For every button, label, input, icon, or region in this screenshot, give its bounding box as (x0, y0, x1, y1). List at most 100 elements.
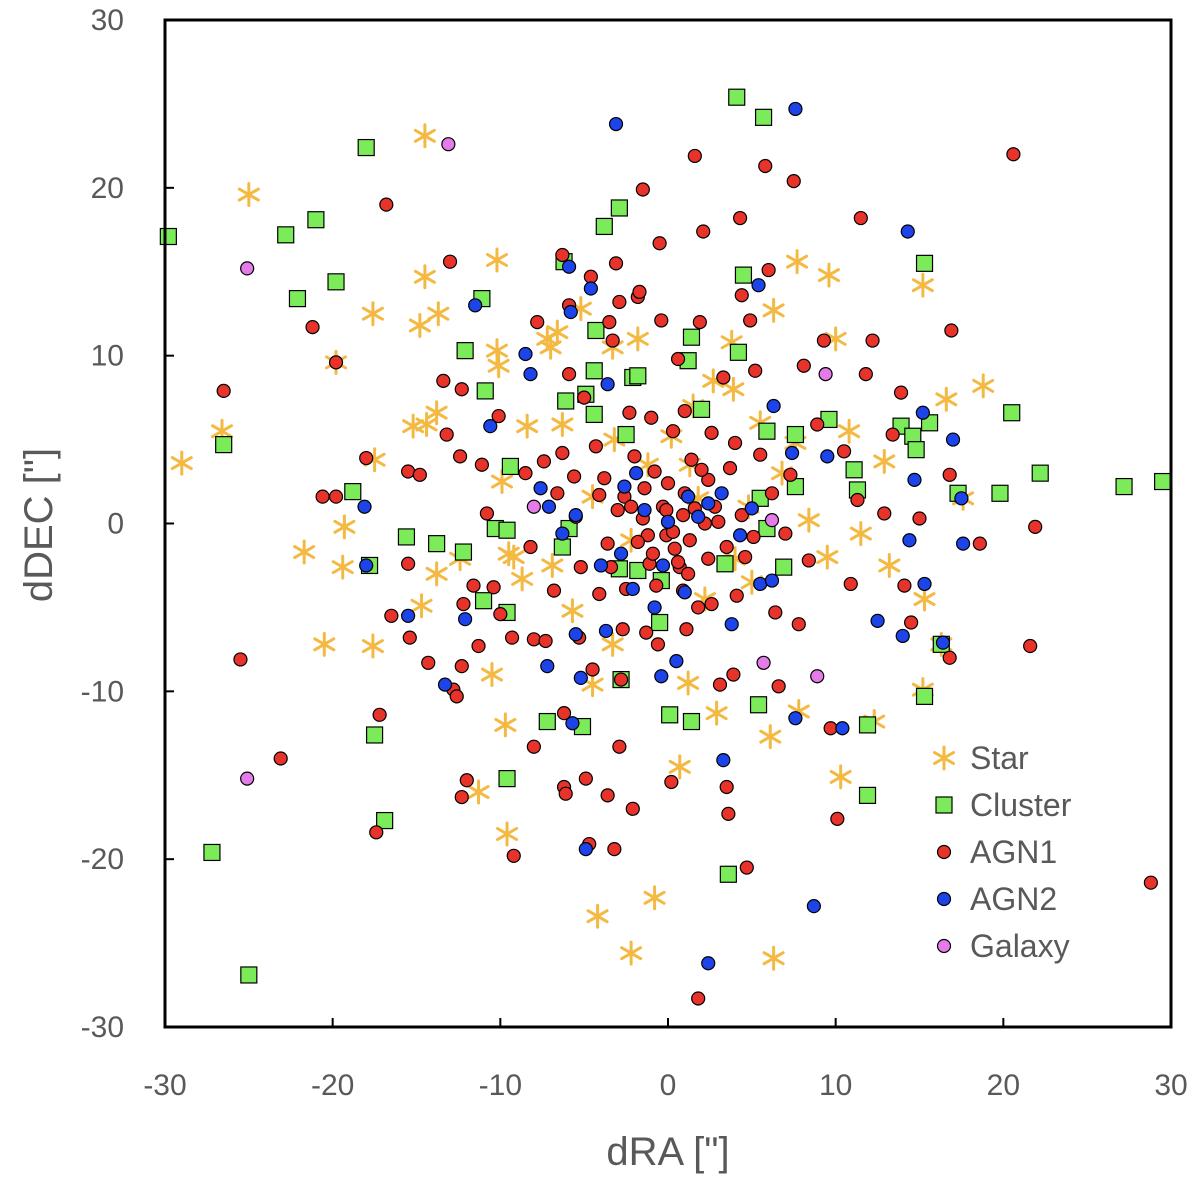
star-point (797, 507, 820, 533)
agn1-point (600, 536, 615, 551)
agn1-point (791, 617, 806, 632)
star-point (480, 662, 503, 688)
agn2-point (401, 608, 416, 623)
agn1-point (639, 625, 654, 640)
agn1-point (600, 788, 615, 803)
agn1-point (682, 533, 697, 548)
agn2-point (608, 116, 624, 132)
agn1-point (858, 367, 873, 382)
agn2-point (357, 499, 372, 514)
agn1-point (504, 630, 520, 645)
cluster-point (858, 786, 877, 804)
agn1-point (454, 382, 469, 397)
cluster-point (661, 706, 679, 724)
agn1-point (518, 466, 533, 481)
agn2-point (437, 677, 453, 692)
agn1-point (493, 607, 508, 622)
agn2-point (788, 101, 803, 117)
star-point-stroke (759, 729, 782, 744)
star-point (408, 312, 431, 338)
agn1-point (401, 464, 416, 479)
legend-cluster-marker (935, 796, 953, 814)
agn1-point (328, 489, 344, 504)
cluster-point (682, 712, 701, 731)
agn1-point (734, 508, 749, 523)
agn1-point (801, 553, 816, 568)
agn2-point (900, 224, 915, 239)
cluster-point (915, 254, 934, 272)
star-point-stroke (620, 946, 643, 961)
agn1-point (758, 158, 773, 174)
star-point-stroke (838, 424, 861, 439)
star-point (677, 670, 700, 696)
agn1-point (679, 622, 694, 637)
star-point-stroke (762, 303, 785, 318)
agn1-point (739, 860, 754, 875)
agn2-point (935, 635, 951, 650)
star-point-stroke (331, 560, 354, 575)
star-point-stroke (601, 637, 624, 652)
star-point (626, 326, 649, 352)
agn1-point (796, 358, 811, 373)
star-point-stroke (816, 550, 839, 565)
x-tick-label: 0 (660, 1069, 677, 1102)
star-point-stroke (829, 769, 852, 784)
agn2-point (751, 278, 766, 293)
agn1-point (625, 801, 640, 816)
star-point-stroke (497, 546, 520, 561)
star-point (331, 554, 354, 580)
star-point (546, 319, 569, 345)
x-tick-label: -20 (311, 1069, 354, 1102)
cluster-point (719, 865, 737, 883)
star-point (561, 598, 584, 624)
legend: Star Cluster AGN1 AGN2 Galaxy (932, 740, 1072, 964)
star-point-stroke (210, 424, 234, 439)
star-point (497, 541, 520, 567)
star-point-stroke (626, 331, 649, 346)
agn1-point (684, 452, 699, 467)
agn1-point (665, 424, 681, 439)
agn2-point (629, 466, 644, 481)
star-point (911, 272, 934, 298)
x-tick-label: 30 (1154, 1069, 1187, 1102)
agn2-point (753, 576, 768, 592)
cluster-point (1003, 404, 1021, 422)
agn1-point (612, 739, 627, 754)
agn1-point (1143, 875, 1158, 890)
x-tick-label: -30 (143, 1069, 186, 1102)
legend-star-marker (932, 745, 956, 771)
agn1-point (436, 373, 451, 388)
star-point-stroke (668, 759, 691, 774)
agn1-point (768, 605, 783, 620)
agn1-point (912, 511, 927, 526)
agn2-point (647, 600, 662, 615)
cluster-point (915, 687, 934, 705)
y-tick-label: 30 (91, 4, 124, 37)
star-point (668, 754, 691, 780)
agn2-point (955, 536, 971, 551)
cluster-point (203, 843, 221, 862)
agn1-point (546, 583, 562, 598)
y-tick-label: 10 (91, 340, 124, 373)
cluster-point (344, 483, 362, 501)
agn1-point (608, 256, 624, 271)
cluster-point (159, 227, 177, 246)
star-point (496, 821, 519, 847)
legend-galaxy-label: Galaxy (970, 928, 1070, 964)
agn1-point (612, 294, 627, 310)
agn1-point (865, 333, 880, 348)
cluster-point (1154, 472, 1172, 491)
agn2-point (681, 489, 696, 504)
cluster-point (729, 343, 748, 361)
star-point-stroke (293, 545, 316, 560)
star-point (425, 561, 448, 587)
agn1-point (734, 288, 749, 303)
agn1-point (585, 662, 600, 677)
agn2-point (701, 956, 716, 971)
agn2-point (583, 281, 598, 296)
star-point (601, 631, 624, 657)
x-tick-label: -10 (479, 1069, 522, 1102)
cluster-point (240, 966, 258, 984)
agn1-point (810, 417, 825, 432)
cluster-point (476, 382, 494, 400)
